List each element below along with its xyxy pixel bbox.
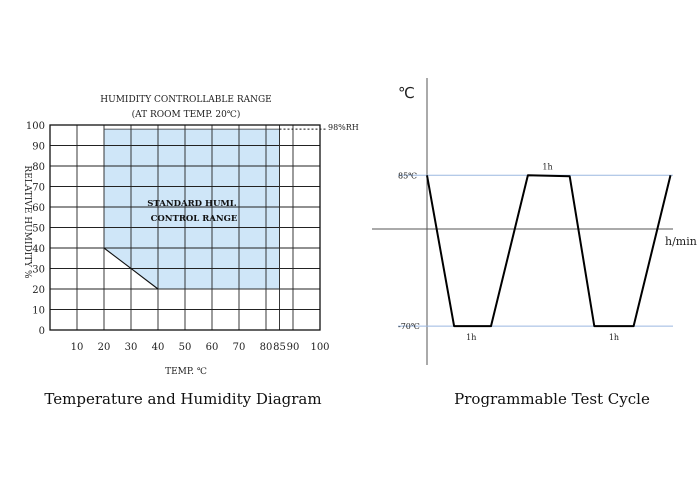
y-axis-label: RELATIVE HUMIDITY % <box>22 165 32 279</box>
y-tick-label-30: 30 <box>32 265 45 276</box>
x-tick-label-90: 90 <box>287 342 300 353</box>
y-tick-label-70: 70 <box>32 183 45 194</box>
region-label-line-2: CONTROL RANGE <box>151 214 238 224</box>
x-tick-label-50: 50 <box>179 342 192 353</box>
x-axis-unit-label: h/min <box>665 235 697 248</box>
x-tick-label-10: 10 <box>71 342 84 353</box>
humidity-range-chart: HUMIDITY CONTROLLABLE RANGE (AT ROOM TEM… <box>22 95 359 408</box>
left-caption: Temperature and Humidity Diagram <box>44 390 321 408</box>
right-caption: Programmable Test Cycle <box>454 390 650 408</box>
x-tick-label-20: 20 <box>98 342 111 353</box>
x-tick-label-80: 80 <box>260 342 273 353</box>
x-tick-label-60: 60 <box>206 342 219 353</box>
control-range-area <box>104 129 280 289</box>
y-tick-label-10: 10 <box>32 306 45 317</box>
reference-line-label: 98%RH <box>328 123 359 132</box>
grid-lines <box>50 124 321 331</box>
duration-label-2: 1h <box>609 333 619 342</box>
plot-frame <box>49 124 321 331</box>
y-tick-label-90: 90 <box>32 142 45 153</box>
x-tick-label-40: 40 <box>152 342 165 353</box>
chart-title: HUMIDITY CONTROLLABLE RANGE <box>100 95 271 105</box>
level-label-1: -70℃ <box>398 322 420 331</box>
x-tick-label-85: 85 <box>273 342 286 353</box>
x-tick-labels: 10 20 30 40 50 60 70 80 85 90 100 <box>71 342 330 353</box>
cycle-series <box>426 174 672 328</box>
temperature-level-lines: 85℃ -70℃ <box>398 171 673 331</box>
duration-annotations: 1h 1h 1h <box>466 162 619 342</box>
y-tick-label-20: 20 <box>32 285 45 296</box>
control-range-diagonal-edge <box>103 247 159 290</box>
cycle-series-line-0 <box>426 174 672 328</box>
x-tick-label-70: 70 <box>233 342 246 353</box>
duration-label-0: 1h <box>466 333 476 342</box>
chart-subtitle: (AT ROOM TEMP. 20℃) <box>132 109 241 120</box>
y-axis-unit-label: ℃ <box>398 84 415 102</box>
y-tick-label-0: 0 <box>39 326 45 337</box>
x-tick-label-30: 30 <box>125 342 138 353</box>
y-tick-label-80: 80 <box>32 162 45 173</box>
x-tick-label-100: 100 <box>310 342 329 353</box>
y-tick-label-50: 50 <box>32 224 45 235</box>
y-tick-label-100: 100 <box>26 121 45 132</box>
duration-label-1: 1h <box>542 162 552 171</box>
y-tick-labels: 0 10 20 30 40 50 60 70 80 90 100 <box>26 121 45 337</box>
control-range-region <box>104 129 280 289</box>
x-axis-label: TEMP. ℃ <box>165 367 207 377</box>
y-tick-label-60: 60 <box>32 203 45 214</box>
level-label-0: 85℃ <box>398 171 417 180</box>
region-label-line-1: STANDARD HUMI. <box>147 199 237 209</box>
control-range-outline <box>104 128 280 290</box>
y-tick-label-40: 40 <box>32 244 45 255</box>
test-cycle-chart: 85℃ -70℃ 1h 1h 1h ℃ h/min Programmable Test… <box>372 78 697 408</box>
chart-frame <box>49 124 321 331</box>
